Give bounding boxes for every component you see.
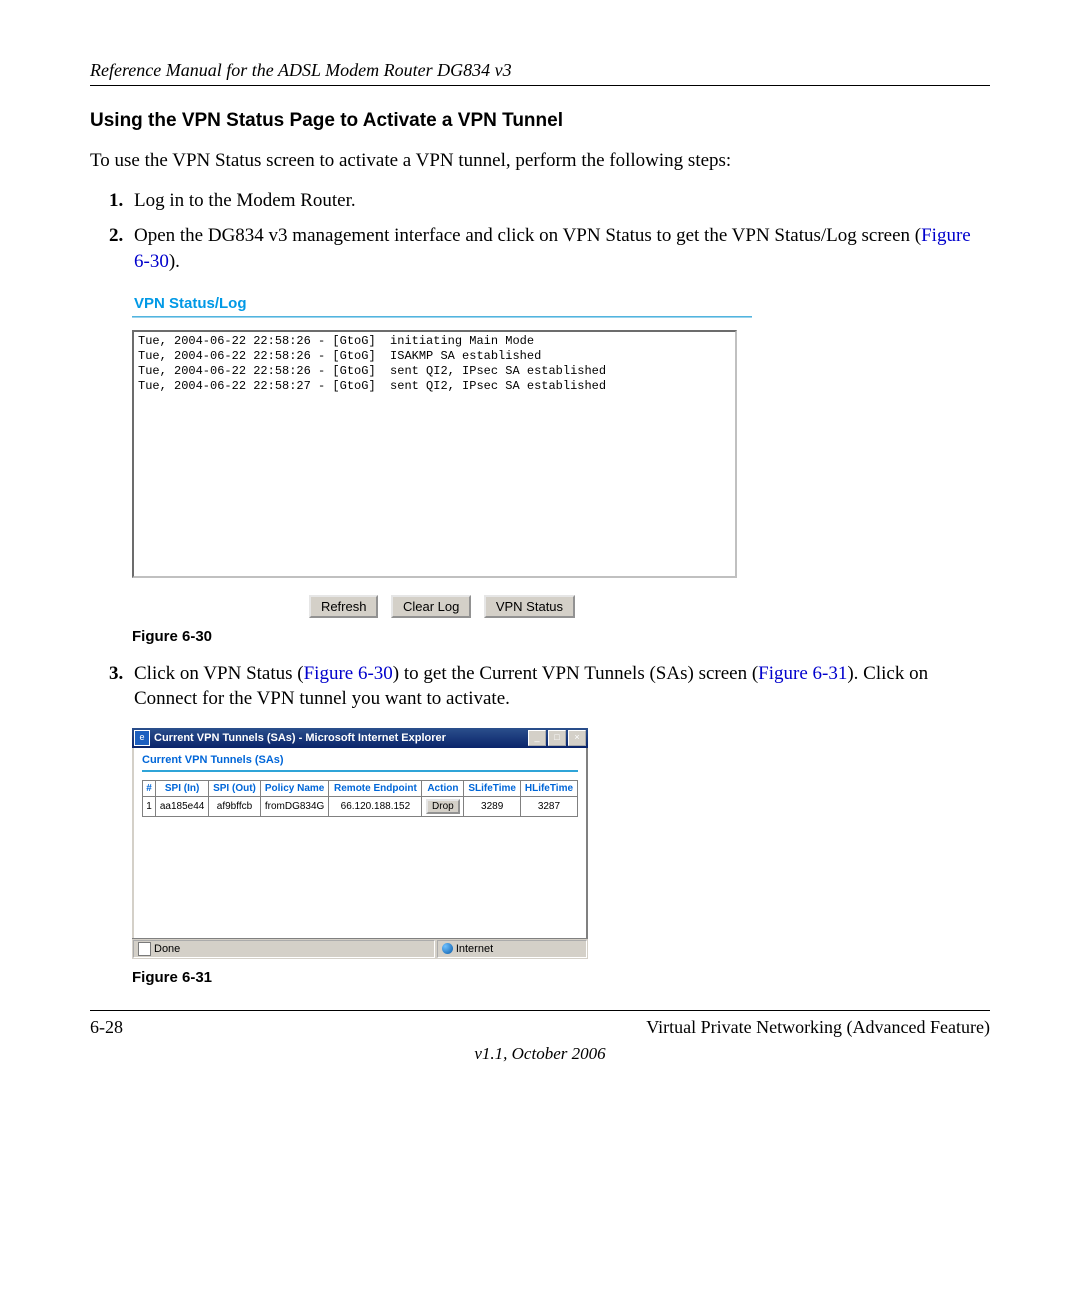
ie-window-title: Current VPN Tunnels (SAs) - Microsoft In… [154,732,528,744]
ie-titlebar: e Current VPN Tunnels (SAs) - Microsoft … [132,728,588,748]
step-2-text-b: ). [169,251,180,272]
ie-window: e Current VPN Tunnels (SAs) - Microsoft … [132,728,588,959]
cell-spi-in: aa185e44 [155,796,208,816]
minimize-button[interactable]: _ [528,730,546,746]
window-controls: _ □ × [528,730,586,746]
col-spi-out: SPI (Out) [209,780,260,796]
section-title: Using the VPN Status Page to Activate a … [90,110,990,132]
vpn-status-button[interactable]: VPN Status [484,595,575,618]
steps-list-continued: Click on VPN Status (Figure 6-30) to get… [90,661,990,712]
refresh-button[interactable]: Refresh [309,595,379,618]
steps-list: Log in to the Modem Router. Open the DG8… [90,188,990,275]
figure-6-30-label: Figure 6-30 [132,628,990,645]
cell-policy: fromDG834G [260,796,329,816]
chapter-title: Virtual Private Networking (Advanced Fea… [646,1017,990,1038]
step-3-text-a: Click on VPN Status ( [134,663,304,684]
cell-spi-out: af9bffcb [209,796,260,816]
col-spi-in: SPI (In) [155,780,208,796]
step-3-text-b: ) to get the Current VPN Tunnels (SAs) s… [393,663,758,684]
cell-action: Drop [422,796,464,816]
intro-text: To use the VPN Status screen to activate… [90,148,990,174]
tunnels-subtitle: Current VPN Tunnels (SAs) [142,754,578,766]
header-rule [90,85,990,86]
page-number: 6-28 [90,1017,123,1038]
version-date: v1.1, October 2006 [90,1044,990,1064]
col-num: # [143,780,156,796]
page-header: Reference Manual for the ADSL Modem Rout… [90,60,990,81]
cell-endpoint: 66.120.188.152 [329,796,422,816]
step-2-text-a: Open the DG834 v3 management interface a… [134,225,921,246]
ie-app-icon: e [134,730,150,746]
vpn-log-button-row: Refresh Clear Log VPN Status [132,595,752,618]
table-row: 1 aa185e44 af9bffcb fromDG834G 66.120.18… [143,796,578,816]
col-endpoint: Remote Endpoint [329,780,422,796]
ie-body: Current VPN Tunnels (SAs) # SPI (In) SPI… [132,748,588,938]
col-hlife: HLifeTime [520,780,577,796]
step-1-text: Log in to the Modem Router. [134,190,356,211]
col-policy: Policy Name [260,780,329,796]
vpn-status-log-panel: VPN Status/Log Refresh Clear Log VPN Sta… [132,291,752,618]
col-slife: SLifeTime [464,780,520,796]
globe-icon [442,943,453,954]
footer-rule [90,1010,990,1011]
col-action: Action [422,780,464,796]
figure-ref-6-30b[interactable]: Figure 6-30 [304,663,393,684]
cell-num: 1 [143,796,156,816]
table-header-row: # SPI (In) SPI (Out) Policy Name Remote … [143,780,578,796]
cell-hlife: 3287 [520,796,577,816]
vpn-log-divider [132,316,752,318]
tunnels-divider [142,770,578,772]
clear-log-button[interactable]: Clear Log [391,595,471,618]
footer-row: 6-28 Virtual Private Networking (Advance… [90,1017,990,1038]
ie-statusbar: Done Internet [132,938,588,959]
figure-6-30: VPN Status/Log Refresh Clear Log VPN Sta… [132,291,990,618]
figure-6-31-label: Figure 6-31 [132,969,990,986]
close-button[interactable]: × [568,730,586,746]
sa-table: # SPI (In) SPI (Out) Policy Name Remote … [142,780,578,817]
vpn-log-title: VPN Status/Log [132,291,752,314]
cell-slife: 3289 [464,796,520,816]
step-1: Log in to the Modem Router. [128,188,990,214]
drop-button[interactable]: Drop [426,799,460,814]
step-3: Click on VPN Status (Figure 6-30) to get… [128,661,990,712]
maximize-button[interactable]: □ [548,730,566,746]
status-done-text: Done [154,943,180,955]
step-2: Open the DG834 v3 management interface a… [128,223,990,274]
figure-ref-6-31[interactable]: Figure 6-31 [758,663,847,684]
document-icon [138,942,151,956]
vpn-log-textarea[interactable] [132,330,737,578]
status-done: Done [133,940,435,958]
figure-6-31: e Current VPN Tunnels (SAs) - Microsoft … [132,728,990,959]
status-zone: Internet [437,940,587,958]
status-zone-text: Internet [456,943,493,955]
